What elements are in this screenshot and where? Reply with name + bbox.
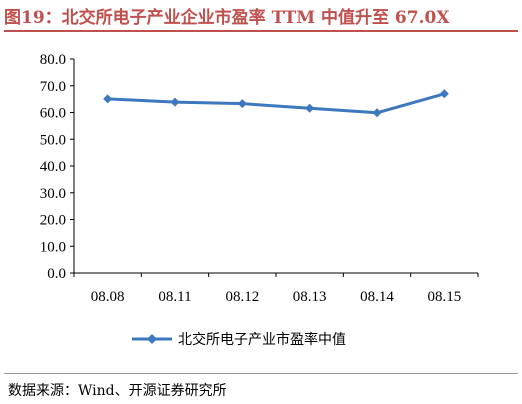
footer-divider	[4, 373, 518, 374]
source-note: 数据来源：Wind、开源证券研究所	[8, 383, 227, 399]
legend-label: 北交所电子产业市盈率中值	[178, 331, 346, 348]
data-point	[372, 108, 382, 118]
x-tick-labels: 08.08 08.11 08.12 08.13 08.14 08.15	[91, 289, 461, 305]
data-point	[170, 97, 180, 107]
y-tick-label: 40.0	[40, 159, 66, 175]
data-point	[103, 94, 113, 104]
x-tick-label: 08.15	[427, 289, 461, 305]
series-layer	[103, 89, 449, 118]
x-tick-label: 08.11	[158, 289, 191, 305]
x-tick-label: 08.08	[91, 289, 125, 305]
title-divider	[4, 30, 518, 32]
y-tick-labels: 0.0 10.0 20.0 30.0 40.0 50.0 60.0 70.0 80.0	[40, 52, 66, 282]
y-tick-label: 60.0	[40, 106, 66, 122]
y-tick-label: 10.0	[40, 239, 66, 255]
data-point	[439, 89, 449, 99]
line-chart: 0.0 10.0 20.0 30.0 40.0 50.0 60.0 70.0 80.0 08.0…	[40, 52, 479, 348]
data-point	[305, 103, 315, 113]
y-tick-label: 30.0	[40, 186, 66, 202]
y-tick-label: 70.0	[40, 79, 66, 95]
x-tick-label: 08.12	[225, 289, 259, 305]
y-tick-label: 50.0	[40, 132, 66, 148]
y-tick-label: 20.0	[40, 213, 66, 229]
x-tick-label: 08.14	[360, 289, 394, 305]
y-tick-label: 80.0	[40, 52, 66, 68]
data-point	[237, 99, 247, 109]
series-line	[107, 92, 445, 115]
chart-title: 图19：北交所电子产业企业市盈率 TTM 中值升至 67.0X	[4, 8, 450, 28]
legend: 北交所电子产业市盈率中值	[132, 331, 346, 348]
axes	[70, 58, 479, 277]
y-tick-label: 0.0	[47, 266, 66, 282]
x-tick-label: 08.13	[293, 289, 327, 305]
legend-marker	[147, 334, 157, 344]
